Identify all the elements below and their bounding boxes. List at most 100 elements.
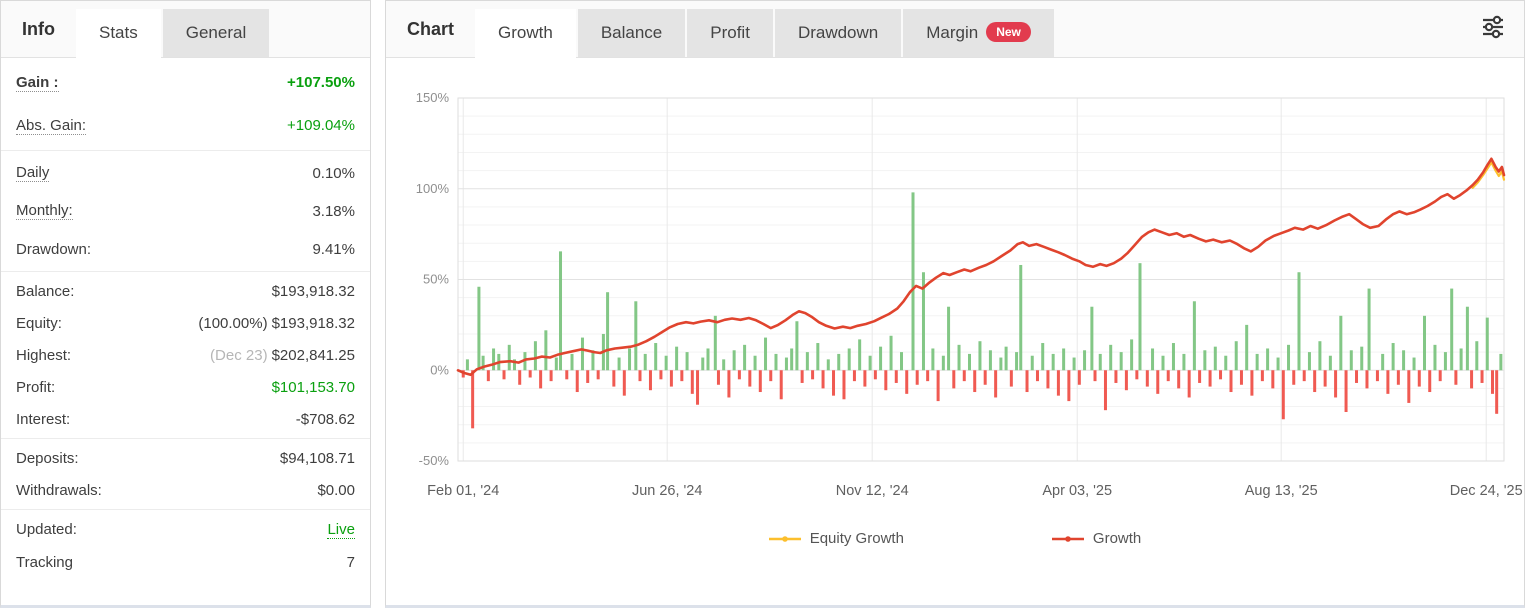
stat-row: Withdrawals: $0.00: [1, 474, 370, 506]
stat-value: 0.10%: [312, 165, 355, 182]
stat-value: $0.00: [317, 482, 355, 499]
stat-value: -$708.62: [296, 411, 355, 428]
stat-value-text: $193,918.32: [271, 314, 355, 332]
stat-row: Deposits: $94,108.71: [1, 442, 370, 474]
legend-swatch: [1051, 535, 1084, 542]
stat-label: Balance:: [16, 282, 75, 300]
stat-label: Highest:: [16, 346, 72, 364]
stat-value-text: $94,108.71: [279, 449, 355, 467]
stat-value-text: 0.10%: [312, 164, 355, 182]
stat-label[interactable]: Gain :: [16, 73, 59, 92]
legend-item-growth[interactable]: Growth: [1051, 530, 1141, 547]
tab-growth[interactable]: Growth: [475, 9, 576, 58]
tab-general-label: General: [185, 23, 247, 42]
stat-value: Live: [327, 521, 355, 539]
new-badge: New: [986, 22, 1031, 42]
stat-value-prefix: (100.00%): [198, 314, 268, 332]
tab-balance-label: Balance: [600, 23, 663, 42]
x-axis-tick: Jun 26, '24: [632, 483, 703, 499]
growth-chart[interactable]: Feb 01, '24 Jun 26, '24 Nov 12, '24 Apr 03,…: [386, 58, 1524, 606]
stat-row: Drawdown: 9.41%: [1, 230, 370, 268]
stat-value-text: -$708.62: [295, 410, 355, 428]
stat-value-text: $101,153.70: [271, 378, 355, 396]
stats-rows: Gain : +107.50% Abs. Gain: +109.04% Daily 0.1…: [1, 58, 370, 582]
tab-drawdown[interactable]: Drawdown: [774, 9, 902, 57]
x-axis-tick: Aug 13, '25: [1245, 483, 1318, 499]
stat-row: Monthly: 3.18%: [1, 192, 370, 230]
stat-group: Balance: $193,918.32 Equity: (100.00%) $193,…: [1, 271, 370, 438]
x-axis-tick: Feb 01, '24: [427, 483, 499, 499]
legend-label: Equity Growth: [809, 530, 904, 547]
x-axis-tick: Dec 24, '25: [1450, 483, 1523, 499]
stats-panel: Info Stats General Gain : +107.50% Abs. Ga…: [0, 0, 371, 608]
tab-profit[interactable]: Profit: [687, 9, 773, 57]
stat-value: (100.00%) $193,918.32: [198, 315, 355, 332]
stat-value-text: $193,918.32: [271, 282, 355, 300]
stat-group: Daily 0.10% Monthly: 3.18% Drawdown: 9.41%: [1, 150, 370, 271]
y-axis-tick: 50%: [423, 272, 449, 287]
series-line-growth: [456, 157, 1506, 377]
stat-value: $193,918.32: [272, 283, 355, 300]
y-axis-tick: 150%: [416, 90, 450, 105]
x-axis-tick: Apr 03, '25: [1042, 483, 1112, 499]
stat-row: Balance: $193,918.32: [1, 275, 370, 307]
stat-row: Daily 0.10%: [1, 154, 370, 192]
tab-balance[interactable]: Balance: [577, 9, 686, 57]
filter-sliders-icon: [1480, 14, 1506, 45]
stat-row: Tracking 7: [1, 546, 370, 579]
chart-body: Feb 01, '24 Jun 26, '24 Nov 12, '24 Apr 03,…: [386, 58, 1524, 606]
stat-group: Gain : +107.50% Abs. Gain: +109.04%: [1, 58, 370, 150]
stat-value-text: +107.50%: [287, 74, 355, 91]
tab-stats[interactable]: Stats: [76, 9, 161, 58]
tab-margin[interactable]: Margin New: [903, 9, 1054, 57]
stat-value-text: $202,841.25: [271, 346, 355, 364]
chart-panel: Chart Growth Balance Profit Drawdown Mar…: [385, 0, 1525, 608]
tab-stats-label: Stats: [99, 23, 138, 42]
stat-value: +109.04%: [287, 117, 355, 134]
stat-label[interactable]: Abs. Gain:: [16, 116, 87, 135]
stat-value-text: +109.04%: [287, 117, 355, 134]
stat-value-text: 7: [346, 554, 355, 571]
tab-chart[interactable]: Chart: [407, 19, 455, 39]
chart-settings-button[interactable]: [1462, 14, 1524, 45]
x-axis-tick: Nov 12, '24: [836, 483, 909, 499]
stat-label: Tracking: [16, 554, 73, 571]
stat-value: (Dec 23) $202,841.25: [210, 347, 355, 364]
stat-row: Profit: $101,153.70: [1, 371, 370, 403]
series-line-equity-growth: [1471, 161, 1506, 189]
stat-label: Equity:: [16, 314, 62, 332]
stat-row: Updated: Live: [1, 513, 370, 546]
tab-general[interactable]: General: [162, 9, 270, 57]
tab-growth-label: Growth: [498, 23, 553, 42]
stat-value-text[interactable]: Live: [327, 521, 355, 539]
stat-label[interactable]: Daily: [16, 164, 50, 182]
stat-label: Updated:: [16, 521, 77, 538]
y-axis-tick: -50%: [419, 453, 450, 468]
stats-panel-header: Info Stats General: [1, 1, 370, 58]
stat-row: Equity: (100.00%) $193,918.32: [1, 307, 370, 339]
chart-legend: Equity Growth Growth: [386, 530, 1524, 547]
stat-group: Deposits: $94,108.71 Withdrawals: $0.00: [1, 438, 370, 509]
stat-value: 3.18%: [312, 203, 355, 220]
stat-value-text: 3.18%: [312, 202, 355, 220]
y-axis-tick: 100%: [416, 181, 450, 196]
tab-margin-label: Margin: [926, 23, 979, 42]
stat-value: +107.50%: [287, 74, 355, 91]
stat-value: 9.41%: [312, 241, 355, 258]
stat-label: Interest:: [16, 410, 71, 428]
stat-label: Drawdown:: [16, 240, 92, 258]
legend-item-equity-growth[interactable]: Equity Growth: [768, 530, 904, 547]
tab-info[interactable]: Info: [22, 19, 55, 39]
stat-row: Abs. Gain: +109.04%: [1, 104, 370, 147]
stat-label[interactable]: Monthly:: [16, 202, 73, 220]
chart-panel-header: Chart Growth Balance Profit Drawdown Mar…: [386, 1, 1524, 58]
stat-value: $94,108.71: [280, 450, 355, 467]
stat-row: Interest: -$708.62: [1, 403, 370, 435]
stat-value-text: 9.41%: [312, 240, 355, 258]
y-axis-tick: 0%: [430, 362, 449, 377]
stat-value: $101,153.70: [272, 379, 355, 396]
stat-label: Profit:: [16, 378, 56, 396]
stat-value-text: $0.00: [317, 481, 355, 499]
tab-drawdown-label: Drawdown: [797, 23, 879, 42]
